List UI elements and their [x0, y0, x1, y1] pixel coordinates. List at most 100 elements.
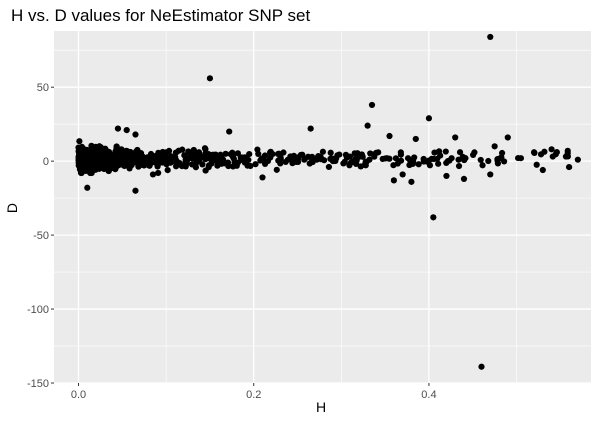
scatter-point-outlier: [574, 156, 581, 163]
scatter-point-outlier: [443, 172, 450, 180]
scatter-point: [305, 153, 312, 160]
scatter-point: [315, 152, 322, 160]
scatter-point: [346, 153, 354, 160]
scatter-point: [155, 169, 162, 177]
scatter-point-outlier: [386, 132, 393, 140]
scatter-point-outlier: [206, 75, 214, 82]
scatter-point: [246, 150, 253, 158]
scatter-point: [132, 154, 139, 161]
scatter-point: [444, 157, 452, 165]
scatter-point: [183, 160, 190, 167]
scatter-point: [471, 149, 478, 156]
scatter-point: [76, 138, 83, 145]
scatter-point: [282, 158, 289, 166]
scatter-point: [289, 160, 296, 167]
scatter-point: [390, 162, 397, 169]
plot-panel: [54, 31, 591, 383]
scatter-point: [202, 156, 209, 163]
scatter-point: [330, 155, 337, 162]
x-axis-ticks: 0.0 0.2 0.4: [71, 383, 437, 401]
scatter-point: [392, 155, 400, 162]
scatter-point: [222, 150, 229, 157]
scatter-point-outlier: [412, 135, 419, 143]
scatter-point: [247, 162, 254, 170]
scatter-point-outlier: [487, 171, 494, 178]
scatter-point: [138, 158, 145, 165]
scatter-point: [234, 150, 241, 157]
scatter-point: [126, 161, 133, 168]
scatter-point: [155, 152, 162, 159]
scatter-point-outlier: [452, 134, 459, 141]
scatter-point: [287, 153, 294, 160]
scatter-point: [264, 157, 272, 165]
scatter-point: [224, 159, 232, 166]
scatter-point: [259, 155, 266, 162]
scatter-point-outlier: [517, 155, 525, 162]
scatter-point: [231, 159, 238, 166]
scatter-point-outlier: [460, 175, 468, 182]
scatter-point: [102, 159, 110, 166]
scatter-point: [252, 161, 259, 168]
scatter-point-outlier: [132, 187, 139, 194]
scatter-point-outlier: [539, 166, 546, 174]
scatter-point: [435, 160, 442, 167]
scatter-point-outlier: [425, 115, 433, 122]
scatter-point: [109, 158, 116, 165]
y-tick-label: 0: [43, 156, 49, 168]
scatter-point-outlier: [548, 146, 555, 153]
y-axis-ticks: -150 -100 -50 0 50: [27, 82, 54, 390]
scatter-point: [76, 166, 84, 173]
y-axis-title: D: [4, 203, 20, 213]
scatter-point: [541, 148, 548, 155]
scatter-point: [327, 149, 334, 156]
scatter-point-outlier: [565, 163, 573, 171]
scatter-point: [266, 149, 274, 156]
scatter-point: [383, 155, 391, 162]
scatter-point-outlier: [504, 134, 511, 141]
scatter-point-outlier: [487, 33, 494, 41]
scatter-point: [87, 155, 95, 163]
scatter-point: [205, 162, 213, 169]
y-tick-label: -150: [27, 378, 49, 390]
scatter-point: [113, 143, 120, 150]
scatter-point: [220, 156, 227, 163]
scatter-point: [173, 157, 180, 164]
scatter-point: [134, 146, 141, 154]
scatter-point: [411, 154, 418, 161]
scatter-point: [362, 162, 369, 169]
scatter-point: [406, 161, 413, 169]
scatter-point: [119, 154, 126, 161]
minor-gridlines: [54, 31, 591, 383]
x-axis-title: H: [316, 399, 326, 415]
scatter-point: [397, 149, 404, 156]
scatter-point: [564, 147, 571, 154]
scatter-point-outlier: [226, 128, 233, 135]
scatter-point: [172, 149, 180, 156]
scatter-point: [161, 156, 168, 163]
scatter-point: [83, 160, 90, 168]
data-points: [75, 33, 581, 370]
scatter-point-outlier: [430, 214, 437, 221]
scatter-point: [455, 162, 463, 170]
scatter-point: [239, 154, 246, 162]
scatter-point: [562, 153, 570, 160]
scatter-point: [319, 148, 327, 155]
scatter-point: [334, 152, 341, 159]
scatter-point-outlier: [491, 143, 498, 150]
scatter-point: [154, 163, 161, 170]
scatter-point-outlier: [149, 171, 157, 178]
scatter-point: [84, 151, 91, 158]
scatter-point: [184, 155, 191, 162]
scatter-point-outlier: [399, 171, 406, 178]
scatter-point: [245, 156, 252, 164]
scatter-point: [99, 153, 106, 160]
scatter-point-outlier: [114, 125, 122, 132]
scatter-point: [229, 149, 236, 156]
scatter-point: [340, 160, 347, 167]
y-tick-label: -100: [27, 304, 49, 316]
scatter-point: [294, 155, 302, 162]
scatter-point: [277, 154, 284, 161]
scatter-point-outlier: [368, 101, 376, 109]
